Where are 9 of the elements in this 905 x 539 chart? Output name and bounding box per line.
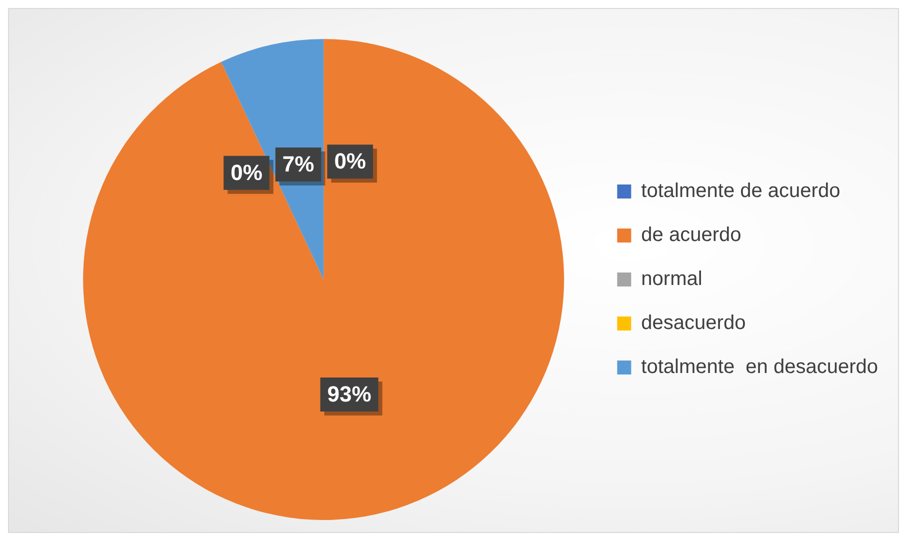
data-label: 7% <box>282 152 314 177</box>
legend-label: totalmente en desacuerdo <box>641 356 878 378</box>
text: 0% <box>230 160 262 185</box>
legend-label: desacuerdo <box>641 312 746 334</box>
data-label: 93% <box>327 382 372 407</box>
text: 0% <box>334 148 366 174</box>
legend-label: de acuerdo <box>641 224 742 246</box>
legend-label: normal <box>641 268 702 290</box>
legend-label: totalmente de acuerdo <box>641 180 840 202</box>
